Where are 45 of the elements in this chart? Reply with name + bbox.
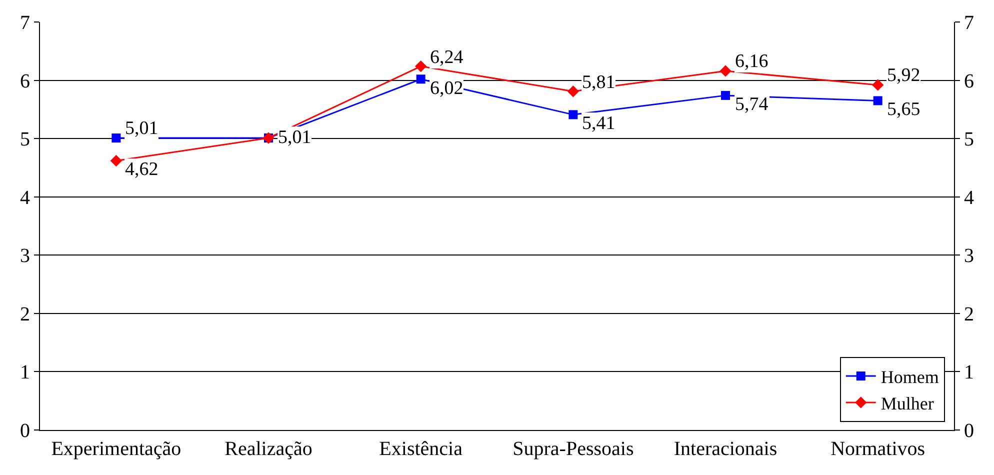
y2-tick-label: 5: [964, 128, 974, 151]
point: [112, 133, 121, 142]
y2-tick-label: 4: [964, 186, 974, 209]
legend-label: Mulher: [880, 393, 934, 414]
point: [872, 79, 884, 91]
data-label: 6,16: [735, 51, 768, 72]
y2-tick-label: 6: [964, 70, 974, 92]
y-tick-label: 5: [20, 128, 30, 151]
y2-tick-label: 2: [964, 303, 974, 326]
data-label: 6,02: [430, 78, 464, 99]
point: [568, 110, 578, 120]
point: [873, 96, 882, 106]
data-label: 5,92: [887, 65, 920, 86]
x-tick-label: Experimentação: [51, 438, 182, 460]
data-label: 5,01: [278, 127, 312, 148]
data-label: 4,62: [125, 159, 158, 180]
point: [416, 74, 426, 84]
y2-tick-label: 0: [964, 420, 974, 442]
point: [414, 60, 427, 72]
data-label: 6,24: [430, 47, 464, 68]
point: [720, 65, 732, 77]
data-label: 5,01: [125, 118, 158, 139]
data-label: 5,81: [582, 72, 616, 93]
point: [721, 90, 730, 100]
x-tick-label: Existência: [379, 438, 463, 460]
data-label: 5,74: [735, 94, 769, 115]
x-tick-label: Realização: [224, 438, 312, 460]
y-tick-label: 1: [20, 362, 30, 384]
y2-tick-label: 7: [964, 12, 974, 34]
y-tick-label: 2: [20, 303, 30, 326]
data-label: 5,65: [887, 99, 920, 120]
y-tick-label: 7: [20, 12, 30, 34]
y-tick-label: 6: [20, 70, 30, 92]
x-tick-label: Normativos: [830, 438, 926, 460]
y-tick-label: 4: [20, 186, 30, 209]
data-label: 5,41: [582, 113, 616, 134]
y-tick-label: 3: [20, 245, 30, 268]
point: [110, 154, 122, 167]
x-tick-label: Supra-Pessoais: [512, 438, 634, 460]
y-tick-label: 0: [20, 420, 30, 442]
y2-tick-label: 1: [964, 362, 974, 384]
point: [567, 86, 580, 98]
legend-label: Homem: [880, 367, 939, 388]
x-tick-label: Interacionais: [674, 438, 778, 460]
y2-tick-label: 3: [964, 245, 974, 268]
